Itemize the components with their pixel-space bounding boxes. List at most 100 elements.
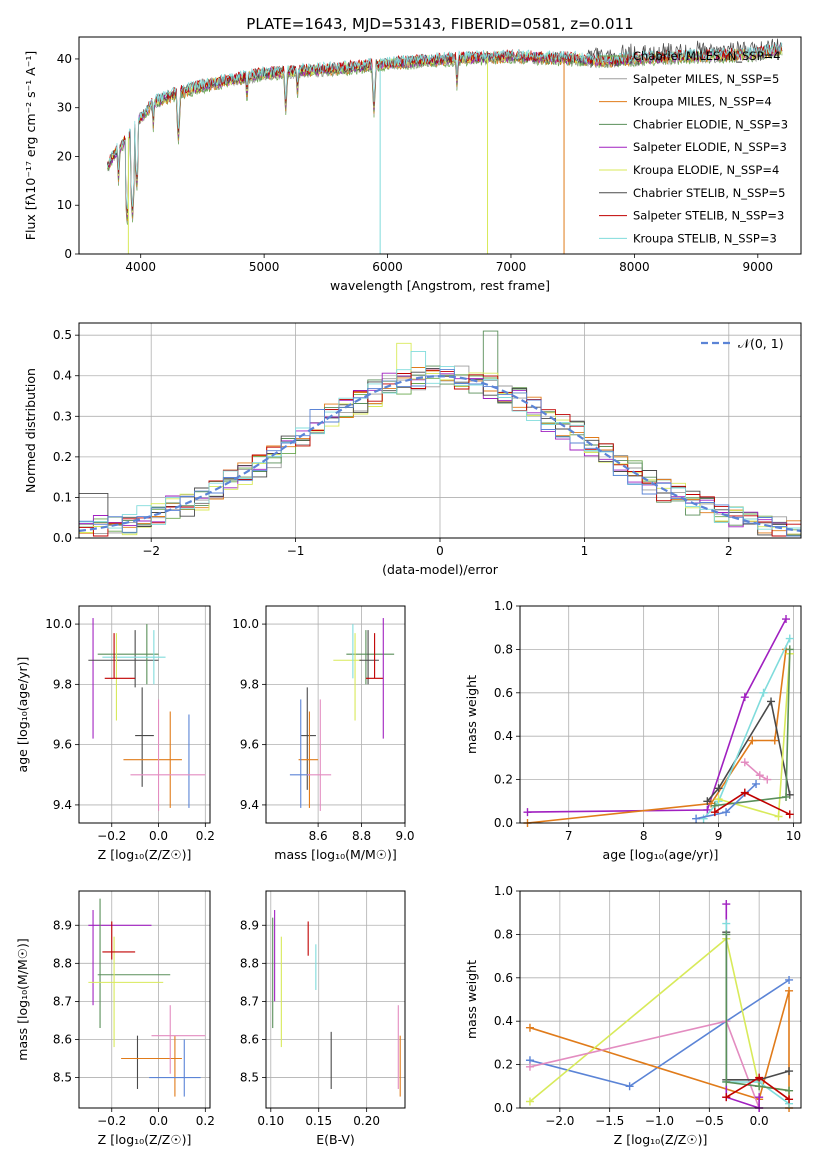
spectrum-plot-area bbox=[107, 38, 783, 254]
axes-frame bbox=[265, 890, 406, 1109]
y-tick-label: 0.4 bbox=[494, 729, 513, 743]
y-axis-label: mass [log₁₀(M/M☉)] bbox=[15, 938, 30, 1060]
series-line bbox=[744, 761, 768, 781]
x-tick-label: 0.2 bbox=[196, 829, 215, 843]
x-tick-label: 0.0 bbox=[750, 1114, 769, 1128]
y-tick-label: 0 bbox=[64, 247, 72, 261]
data-point bbox=[104, 633, 136, 679]
x-axis-label: Z [log₁₀(Z/Z☉)] bbox=[98, 847, 192, 862]
data-point bbox=[88, 936, 164, 1048]
x-tick-label: 5000 bbox=[249, 260, 280, 274]
data-point bbox=[88, 910, 152, 1006]
legend-entry: Kroupa MILES, N_SSP=4 bbox=[633, 95, 772, 109]
series-marker bbox=[699, 814, 708, 823]
x-tick-label: 0 bbox=[436, 544, 444, 558]
series-marker bbox=[785, 645, 794, 654]
series-marker bbox=[785, 986, 794, 995]
y-tick-label: 0.0 bbox=[53, 531, 72, 545]
y-axis-label: mass weight bbox=[464, 675, 479, 754]
spectrum-series bbox=[107, 41, 783, 210]
legend-entry: Chabrier STELIB, N_SSP=5 bbox=[633, 186, 785, 200]
age_vs_mass-plot-area bbox=[289, 618, 395, 811]
series-line bbox=[527, 618, 787, 813]
x-tick-label: 4000 bbox=[125, 260, 156, 274]
massweight_vs_Z-panel: −2.0 −1.5 −1.0 −0.5 0.0 0.0 0.2 0.4 0.6 0.8 1.0 Z [… bbox=[464, 884, 802, 1147]
series-marker bbox=[525, 1062, 534, 1071]
legend-entry: Chabrier MILES, N_SSP=4 bbox=[633, 49, 780, 63]
series-marker bbox=[785, 634, 794, 643]
y-tick-label: 30 bbox=[57, 101, 72, 115]
series-marker bbox=[785, 975, 794, 984]
series-marker bbox=[740, 758, 749, 767]
series-line bbox=[725, 934, 790, 1092]
series-marker bbox=[785, 810, 794, 819]
histogram-series bbox=[79, 350, 801, 530]
x-tick-label: −1.5 bbox=[595, 1114, 624, 1128]
x-tick-label: −0.2 bbox=[97, 829, 126, 843]
data-point bbox=[307, 699, 332, 811]
x-tick-label: −0.2 bbox=[97, 1114, 126, 1128]
x-tick-label: 2 bbox=[725, 544, 733, 558]
series-marker bbox=[785, 1095, 794, 1104]
y-tick-label: 9.4 bbox=[53, 798, 72, 812]
x-tick-label: 1 bbox=[581, 544, 589, 558]
y-tick-label: 0.6 bbox=[494, 971, 513, 985]
data-point bbox=[300, 687, 316, 790]
y-tick-label: 8.5 bbox=[240, 1071, 259, 1085]
y-tick-label: 20 bbox=[57, 149, 72, 163]
series-marker bbox=[785, 1086, 794, 1095]
data-point bbox=[359, 630, 379, 685]
y-tick-label: 8.8 bbox=[240, 956, 259, 970]
mass_vs_EBV-plot-area bbox=[272, 910, 401, 1097]
legend-entry: Salpeter STELIB, N_SSP=3 bbox=[633, 209, 784, 223]
series-line bbox=[725, 932, 790, 1081]
x-axis-label: (data-model)/error bbox=[382, 562, 499, 577]
x-axis-label: age [log₁₀(age/yr)] bbox=[603, 847, 719, 862]
series-line bbox=[529, 990, 790, 1108]
x-tick-label: 8000 bbox=[619, 260, 650, 274]
axes-frame bbox=[78, 322, 802, 539]
y-tick-label: 0.2 bbox=[494, 773, 513, 787]
series-marker bbox=[722, 1093, 731, 1102]
series-marker bbox=[523, 808, 532, 817]
series-marker bbox=[755, 1073, 764, 1082]
y-tick-label: 10 bbox=[57, 198, 72, 212]
y-tick-label: 0.4 bbox=[53, 369, 72, 383]
y-tick-label: 9.6 bbox=[240, 738, 259, 752]
data-point bbox=[365, 633, 384, 679]
axes-frame bbox=[78, 890, 211, 1109]
series-marker bbox=[770, 736, 779, 745]
mass_vs_EBV-panel: 0.10 0.15 0.20 8.5 8.6 8.7 8.8 8.9 E(B-V) bbox=[240, 890, 406, 1147]
x-axis-label: Z [log₁₀(Z/Z☉)] bbox=[98, 1132, 192, 1147]
y-tick-label: 0.8 bbox=[494, 927, 513, 941]
x-tick-label: 0.2 bbox=[196, 1114, 215, 1128]
y-tick-label: 0.8 bbox=[494, 642, 513, 656]
series-marker bbox=[755, 1093, 764, 1102]
x-tick-label: 0.0 bbox=[149, 1114, 168, 1128]
data-point bbox=[125, 1035, 154, 1089]
y-tick-label: 1.0 bbox=[494, 599, 513, 613]
residuals-panel: −2 −1 0 1 2 0.0 0.1 0.2 0.3 0.4 0.5 (data-model)/er… bbox=[23, 322, 802, 577]
x-tick-label: 7 bbox=[565, 829, 573, 843]
series-marker bbox=[755, 771, 764, 780]
x-axis-label: wavelength [Angstrom, rest frame] bbox=[330, 278, 550, 293]
y-tick-label: 0.4 bbox=[494, 1014, 513, 1028]
x-tick-label: 0.0 bbox=[149, 829, 168, 843]
series-marker bbox=[722, 930, 731, 939]
normal-curve bbox=[78, 375, 802, 532]
massweight_vs_age-plot-area bbox=[523, 615, 794, 827]
x-tick-label: 0.10 bbox=[257, 1114, 284, 1128]
massweight_vs_age-panel: 7 8 9 10 0.0 0.2 0.4 0.6 0.8 1.0 age [log₁₀(age/yr… bbox=[464, 599, 802, 862]
y-tick-label: 0.6 bbox=[494, 686, 513, 700]
mass_vs_Z-panel: −0.2 0.0 0.2 8.5 8.6 8.7 8.8 8.9 Z [log₁₀(Z/Z☉)]… bbox=[15, 890, 215, 1147]
x-tick-label: 8 bbox=[640, 829, 648, 843]
axes-frame bbox=[78, 605, 211, 824]
series-marker bbox=[759, 688, 768, 697]
y-axis-label: age [log₁₀(age/yr)] bbox=[15, 657, 30, 773]
data-point bbox=[102, 921, 136, 960]
y-tick-label: 9.4 bbox=[240, 798, 259, 812]
data-point bbox=[102, 630, 166, 685]
series-marker bbox=[722, 1077, 731, 1086]
series-marker bbox=[782, 615, 791, 624]
